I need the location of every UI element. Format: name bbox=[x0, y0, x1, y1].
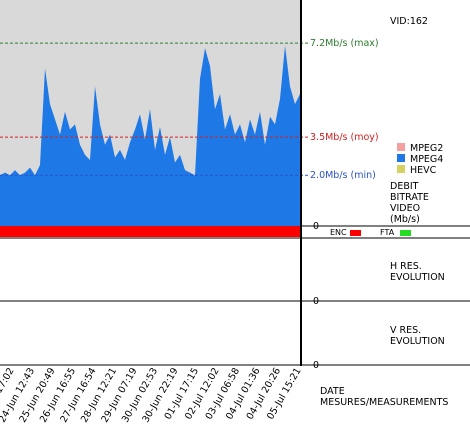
area bbox=[0, 45, 300, 226]
flag-swatch bbox=[350, 230, 361, 236]
enc-strip bbox=[0, 226, 301, 237]
vid: VID:162 bbox=[390, 16, 428, 27]
legend-swatch bbox=[397, 154, 405, 162]
panel-title: EVOLUTION bbox=[390, 272, 445, 283]
flag-swatch bbox=[400, 230, 411, 236]
reference-label: 3.5Mb/s (moy) bbox=[310, 132, 379, 143]
panel-title: V RES. bbox=[390, 325, 421, 336]
y-title: DEBIT bbox=[390, 181, 419, 192]
panel-title: EVOLUTION bbox=[390, 336, 445, 347]
panel-title: H RES. bbox=[390, 261, 422, 272]
y-title: BITRATE bbox=[390, 192, 429, 203]
legend-swatch bbox=[397, 165, 405, 173]
y-tick-label: 0 bbox=[313, 221, 319, 232]
legend-label: HEVC bbox=[410, 165, 437, 176]
reference-label: 2.0Mb/s (min) bbox=[310, 170, 376, 181]
y-tick-label: 0 bbox=[313, 296, 319, 307]
y-title: VIDEO bbox=[390, 203, 420, 214]
flag-label: FTA bbox=[380, 228, 395, 237]
flag-label: ENC bbox=[330, 228, 347, 237]
legend-label: MPEG4 bbox=[410, 154, 443, 165]
y-tick-label: 0 bbox=[313, 360, 319, 371]
legend-label: MPEG2 bbox=[410, 143, 443, 154]
legend-swatch bbox=[397, 143, 405, 151]
x-title: DATE bbox=[320, 386, 345, 397]
x-title: MESURES/MEASUREMENTS bbox=[320, 397, 448, 408]
reference-label: 7.2Mb/s (max) bbox=[310, 38, 379, 49]
y-title: (Mb/s) bbox=[390, 214, 420, 225]
